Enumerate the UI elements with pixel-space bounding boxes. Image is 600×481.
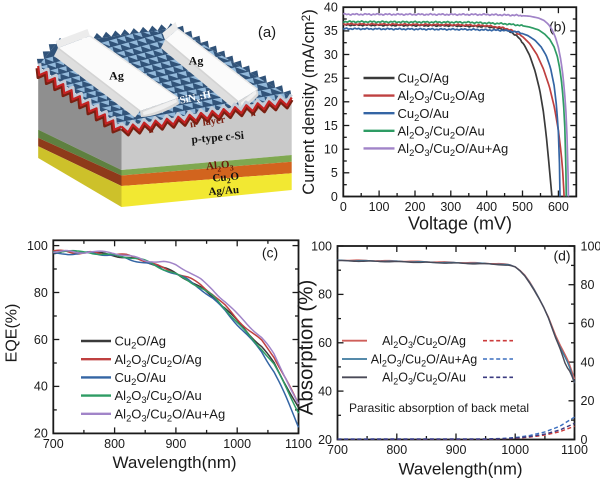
svg-text:60: 60 [318,336,332,350]
svg-text:1000: 1000 [501,443,529,457]
svg-text:Al2O3/Cu2O/Ag: Al2O3/Cu2O/Ag [398,88,485,105]
svg-text:30: 30 [324,48,338,62]
svg-text:Al2O3: Al2O3 [206,158,235,174]
svg-text:100: 100 [369,200,390,214]
svg-text:15: 15 [324,119,338,133]
svg-text:300: 300 [440,200,461,214]
svg-text:Wavelength(nm): Wavelength(nm) [112,453,236,472]
svg-text:Absorption (%): Absorption (%) [295,280,318,416]
svg-text:Parasitic absorption of back m: Parasitic absorption of back metal [349,401,529,415]
svg-text:Ag: Ag [109,69,124,83]
svg-text:(b): (b) [549,19,566,35]
svg-text:0: 0 [340,200,347,214]
svg-text:900: 900 [446,443,467,457]
svg-text:1100: 1100 [285,437,312,451]
svg-text:700: 700 [327,443,348,457]
svg-text:(d): (d) [553,248,570,264]
svg-text:800: 800 [104,437,125,451]
svg-text:40: 40 [324,1,338,15]
svg-text:Voltage (mV): Voltage (mV) [408,214,512,234]
svg-text:Cu2O/Au: Cu2O/Au [398,106,449,123]
svg-text:800: 800 [386,443,407,457]
svg-text:0: 0 [331,190,338,204]
svg-text:40: 40 [318,384,332,398]
svg-text:100: 100 [27,239,48,253]
svg-text:(c): (c) [262,245,278,261]
svg-text:20: 20 [34,427,48,441]
svg-text:p-type c-Si: p-type c-Si [191,130,245,147]
svg-text:Cu2O/Ag: Cu2O/Ag [398,71,449,88]
svg-text:0: 0 [581,433,588,447]
svg-text:20: 20 [324,95,338,109]
svg-text:400: 400 [476,200,497,214]
svg-text:20: 20 [318,433,332,447]
svg-text:Al2O3/Cu2O/Au: Al2O3/Cu2O/Au [115,388,202,405]
svg-text:100: 100 [311,239,332,253]
svg-text:20: 20 [581,394,595,408]
svg-text:700: 700 [43,437,64,451]
svg-text:10: 10 [324,143,338,157]
svg-text:Wavelength(nm): Wavelength(nm) [398,460,522,479]
svg-text:600: 600 [548,200,569,214]
svg-text:60: 60 [34,333,48,347]
svg-text:40: 40 [581,355,595,369]
svg-text:Cu2O: Cu2O [212,170,240,186]
svg-text:500: 500 [512,200,533,214]
svg-text:Al2O3/Cu2O/Au: Al2O3/Cu2O/Au [398,123,485,140]
svg-text:5: 5 [331,166,338,180]
svg-text:Current density (mA/cm2): Current density (mA/cm2) [299,9,318,194]
svg-text:Ag/Au: Ag/Au [208,184,239,198]
svg-text:80: 80 [581,278,595,292]
svg-text:Al2O3/Cu2O/Ag: Al2O3/Cu2O/Ag [115,352,202,369]
svg-text:Al2O3/Cu2O/Ag: Al2O3/Cu2O/Ag [382,334,466,350]
svg-text:Cu2O/Ag: Cu2O/Ag [115,334,166,351]
svg-text:35: 35 [324,24,338,38]
svg-text:100: 100 [581,239,600,253]
svg-text:Al2O3/Cu2O/Au: Al2O3/Cu2O/Au [382,371,466,387]
svg-text:25: 25 [324,72,338,86]
svg-text:80: 80 [34,286,48,300]
svg-text:60: 60 [581,317,595,331]
svg-text:1100: 1100 [561,443,588,457]
svg-text:40: 40 [34,380,48,394]
svg-text:200: 200 [405,200,426,214]
svg-text:Ag: Ag [189,54,204,68]
svg-text:Cu2O/Au: Cu2O/Au [115,370,166,387]
svg-text:900: 900 [165,437,186,451]
svg-text:80: 80 [318,288,332,302]
svg-text:(a): (a) [258,24,276,41]
svg-text:EQE(%): EQE(%) [4,304,21,363]
svg-text:1000: 1000 [223,437,251,451]
